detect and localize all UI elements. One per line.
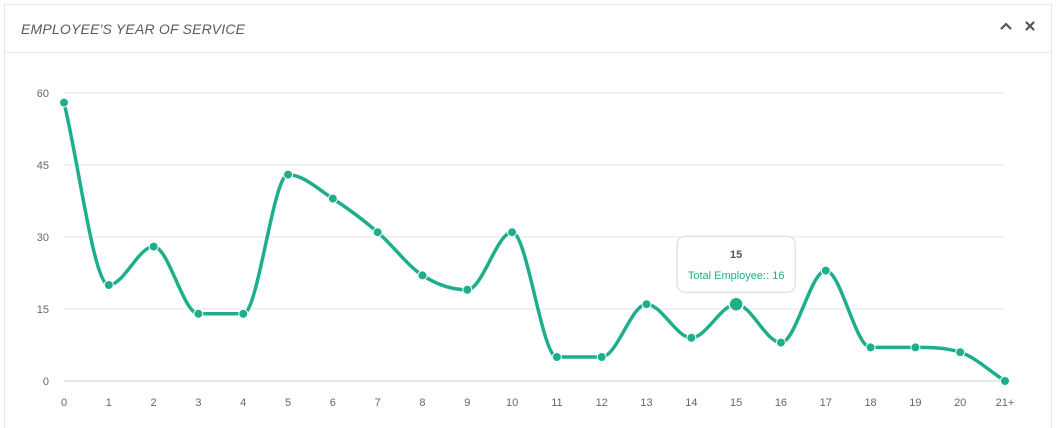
data-point[interactable] <box>1000 376 1010 386</box>
data-point[interactable] <box>910 342 921 353</box>
x-tick-label: 18 <box>864 397 876 409</box>
data-point[interactable] <box>507 227 518 238</box>
data-point[interactable] <box>283 169 294 180</box>
data-point[interactable] <box>148 241 159 252</box>
y-tick-label: 15 <box>37 304 49 316</box>
data-point[interactable] <box>596 352 607 362</box>
data-point[interactable] <box>193 308 204 319</box>
x-tick-label: 21+ <box>996 397 1015 409</box>
x-tick-label: 3 <box>195 397 201 409</box>
tooltip-box <box>676 235 796 293</box>
data-point[interactable] <box>641 299 652 310</box>
data-point[interactable] <box>686 332 697 343</box>
data-point[interactable] <box>59 97 69 108</box>
x-tick-label: 0 <box>61 397 67 409</box>
data-point[interactable] <box>372 227 383 238</box>
y-tick-label: 45 <box>37 160 49 172</box>
tooltip: 15 Total Employee:: 16 <box>676 235 796 293</box>
tooltip-value: : 16 <box>766 270 784 282</box>
tooltip-title: 15 <box>730 249 742 261</box>
x-tick-label: 2 <box>151 397 157 409</box>
data-point[interactable] <box>417 270 428 281</box>
y-axis-ticks: 0 15 30 45 60 <box>37 88 49 388</box>
x-tick-label: 16 <box>775 397 787 409</box>
data-point[interactable] <box>865 342 876 353</box>
x-tick-label: 11 <box>551 397 562 409</box>
data-point-active[interactable] <box>728 296 744 312</box>
panel-tools <box>999 19 1037 33</box>
x-tick-label: 19 <box>909 397 921 409</box>
chevron-up-icon[interactable] <box>999 19 1013 33</box>
data-point[interactable] <box>327 193 338 204</box>
x-tick-label: 1 <box>106 397 112 409</box>
data-point[interactable] <box>955 347 966 358</box>
tooltip-text: Total Employee:: 16 <box>688 270 785 282</box>
x-tick-label: 12 <box>596 397 608 409</box>
panel-header: EMPLOYEE'S YEAR OF SERVICE <box>5 5 1051 53</box>
tooltip-series-label: Total Employee: <box>688 270 766 282</box>
x-tick-label: 5 <box>285 397 291 409</box>
grid-lines <box>64 92 1005 382</box>
x-tick-label: 9 <box>464 397 470 409</box>
series-points <box>59 97 1010 386</box>
x-axis-ticks: 0 1 2 3 4 5 6 7 8 9 10 11 12 13 14 15 16 17 18 19 20 21+ <box>61 397 1014 409</box>
x-tick-label: 13 <box>640 397 652 409</box>
x-tick-label: 20 <box>954 397 966 409</box>
panel-title: EMPLOYEE'S YEAR OF SERVICE <box>21 21 246 37</box>
y-tick-label: 0 <box>43 376 49 388</box>
close-icon[interactable] <box>1023 19 1037 33</box>
y-tick-label: 60 <box>37 88 49 100</box>
x-tick-label: 8 <box>419 397 425 409</box>
series-line <box>62 100 1007 383</box>
x-tick-label: 14 <box>685 397 697 409</box>
data-point[interactable] <box>103 280 114 290</box>
chart-panel: EMPLOYEE'S YEAR OF SERVICE <box>4 4 1052 428</box>
data-point[interactable] <box>775 337 786 348</box>
data-point[interactable] <box>820 265 831 276</box>
x-tick-label: 4 <box>240 397 246 409</box>
y-tick-label: 30 <box>37 232 49 244</box>
x-tick-label: 15 <box>730 397 742 409</box>
x-tick-label: 6 <box>330 397 336 409</box>
x-tick-label: 7 <box>375 397 381 409</box>
data-point[interactable] <box>551 352 562 362</box>
x-tick-label: 17 <box>820 397 832 409</box>
data-point[interactable] <box>238 308 249 319</box>
data-point[interactable] <box>462 284 473 295</box>
x-tick-label: 10 <box>506 397 518 409</box>
